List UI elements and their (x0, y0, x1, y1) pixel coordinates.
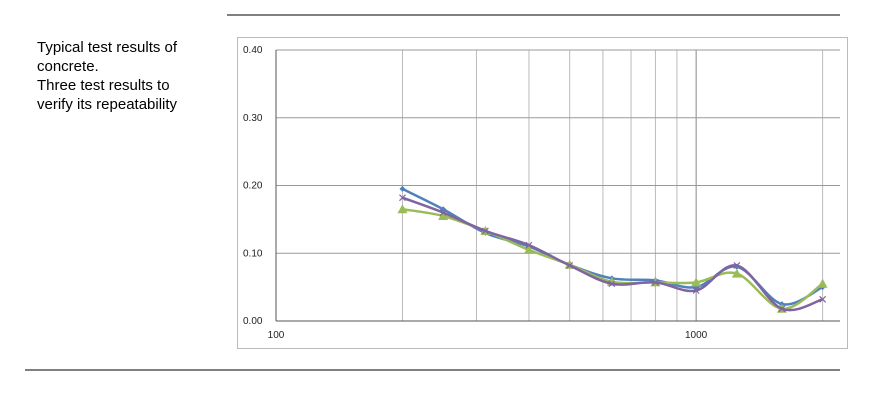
marker (817, 278, 828, 288)
marker (692, 287, 700, 294)
marker (731, 268, 742, 278)
line-series (402, 207, 824, 311)
x-tick-label: 100 (268, 330, 285, 341)
marker (651, 278, 659, 286)
x-tick-label: 1000 (685, 330, 708, 341)
marker (608, 280, 616, 288)
marker (481, 227, 489, 235)
caption: Typical test results of concrete. Three te… (37, 38, 177, 114)
caption-line: verify its repeatability (37, 96, 178, 113)
marker (778, 305, 786, 313)
marker (691, 277, 702, 287)
marker (438, 210, 449, 220)
marker (733, 262, 741, 269)
y-tick-label: 0.00 (243, 316, 263, 327)
marker (566, 262, 574, 269)
marker (525, 241, 533, 249)
marker (399, 185, 406, 192)
y-tick-label: 0.20 (243, 181, 263, 192)
y-tick-label: 0.10 (243, 248, 263, 259)
y-tick-label: 0.30 (243, 113, 263, 124)
y-tick-label: 0.40 (243, 45, 263, 56)
marker (399, 194, 406, 202)
marker (819, 295, 827, 303)
marker (397, 204, 408, 214)
caption-line: Typical test results of (37, 39, 178, 56)
chart-frame (237, 37, 848, 349)
caption-line: concrete. (37, 58, 99, 75)
caption-line: Three test results to (37, 77, 170, 94)
marker (523, 244, 534, 254)
marker (439, 209, 447, 217)
